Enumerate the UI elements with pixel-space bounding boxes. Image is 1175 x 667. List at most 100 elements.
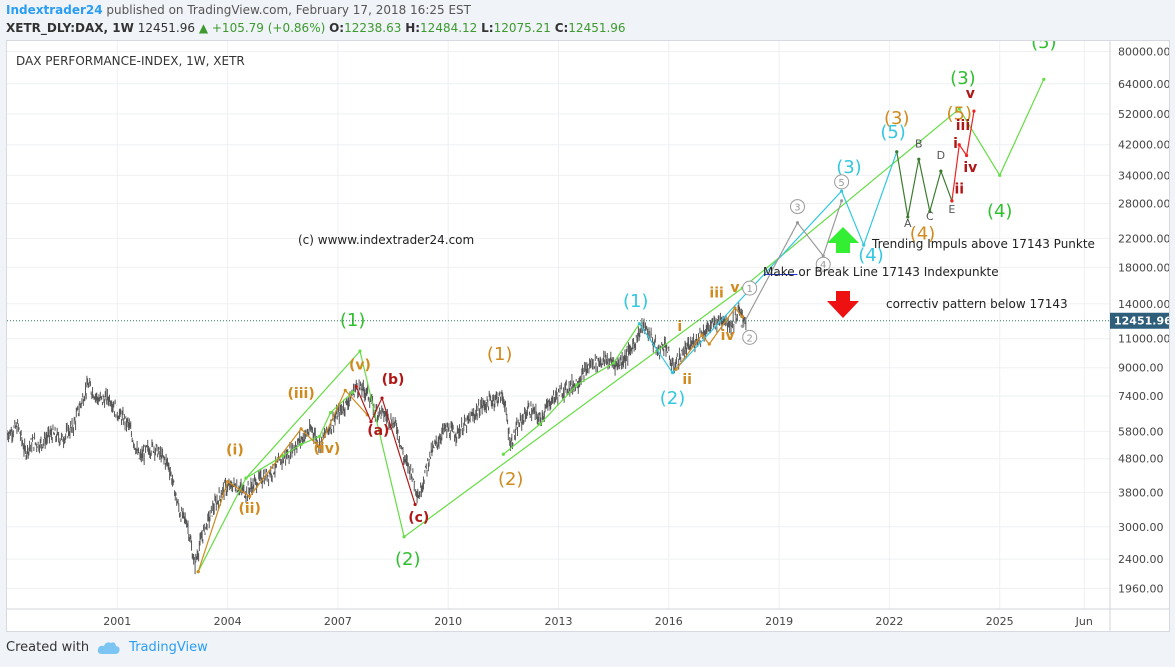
wave-label: v <box>730 280 739 296</box>
wave-point <box>928 209 932 214</box>
wave-label: iii <box>709 286 723 302</box>
wave-lines <box>196 77 1046 574</box>
wave-point <box>317 434 322 439</box>
wave-label: v <box>966 86 975 102</box>
wave-point <box>950 199 954 203</box>
wave-label: E <box>948 203 955 216</box>
x-tick-label: 2019 <box>765 615 793 628</box>
created-with-text: Created with <box>6 640 90 655</box>
wave-point <box>670 371 675 375</box>
wave-label: ii <box>954 181 964 197</box>
wave-point <box>906 215 910 219</box>
high-value: 12484.12 <box>420 21 478 35</box>
wave-point <box>733 306 737 310</box>
down-arrow-icon <box>827 291 859 318</box>
wave-labels: (1)(2)(3)(4)(5)(1)(2)(3)(4)(5)(1)(2)(3)(… <box>226 32 1056 570</box>
copyright-text: (c) wwww.indextrader24.com <box>298 233 474 247</box>
wave-point <box>612 361 616 365</box>
wave-label: (i) <box>226 442 244 458</box>
x-axis[interactable]: 2001 2004 2007 2010 2013 2016 2019 2022 2025 Jun <box>103 615 1093 628</box>
circle-label-ring <box>789 199 805 215</box>
last-price-badge <box>1110 312 1169 329</box>
wave-label: (4) <box>987 201 1013 222</box>
wave-point <box>575 383 579 387</box>
wave-label: (ii) <box>238 501 260 517</box>
wave-point <box>895 150 899 154</box>
wave-point <box>299 427 303 431</box>
circle-label: 4 <box>820 260 826 271</box>
change-value: +105.79 (+0.86%) <box>211 21 326 35</box>
up-arrow-icon <box>827 227 859 253</box>
wave-label: (3) <box>836 157 862 178</box>
open-value: 12238.63 <box>344 21 402 35</box>
x-tick-label: 2004 <box>214 615 242 628</box>
wave-label: C <box>926 210 934 223</box>
ohlc-bar: XETR_DLY:DAX, 1W 12451.96 ▲ +105.79 (+0.… <box>6 21 626 35</box>
x-tick-label: 2010 <box>434 615 462 628</box>
wave-line-1 <box>245 391 354 479</box>
wave-label: iv <box>721 328 735 344</box>
trend-down-text: correctiv pattern below 17143 <box>886 297 1068 311</box>
wave-point <box>965 153 969 158</box>
y-tick-label: 14000.00 <box>1118 298 1169 311</box>
wave-point <box>840 199 844 203</box>
wave-line-8 <box>896 151 953 218</box>
wave-point <box>380 396 384 400</box>
wave-label: (1) <box>623 291 649 312</box>
circle-label: 5 <box>838 178 844 189</box>
circle-label-ring <box>815 256 831 272</box>
wave-label: A <box>904 217 912 230</box>
x-tick-label: 2022 <box>875 615 903 628</box>
wave-point <box>795 221 800 225</box>
y-tick-label: 5800.00 <box>1118 425 1164 438</box>
circle-label: 3 <box>794 203 800 214</box>
wave-point <box>740 324 744 328</box>
y-tick-label: 2400.00 <box>1118 553 1164 566</box>
wave-point <box>501 452 505 456</box>
wave-point <box>402 535 406 539</box>
wave-label: (5) <box>947 104 973 125</box>
wave-label: (v) <box>349 357 371 373</box>
wave-line-3 <box>197 389 368 572</box>
y-tick-label: 34000.00 <box>1118 169 1169 182</box>
chart-svg[interactable]: (1)(2)(3)(4)(5)(1)(2)(3)(4)(5)(1)(2)(3)(… <box>6 32 1172 631</box>
wave-point <box>821 254 825 258</box>
wave-point <box>538 422 542 426</box>
wave-label: (2) <box>395 549 421 570</box>
wave-line-0 <box>197 79 1045 572</box>
wave-point <box>957 143 961 147</box>
wave-label: iii <box>956 118 970 134</box>
high-label: H: <box>405 21 421 35</box>
wave-line-9 <box>951 111 975 201</box>
wave-point <box>972 109 976 113</box>
author-link[interactable]: Indextrader24 <box>6 3 103 17</box>
circle-label-ring <box>834 174 850 190</box>
wave-point <box>939 169 943 173</box>
wave-label: (2) <box>660 388 686 409</box>
tradingview-brand[interactable]: TradingView <box>129 640 208 655</box>
wave-point <box>358 349 362 353</box>
close-value: 12451.96 <box>568 21 626 35</box>
y-tick-label: 42000.00 <box>1118 139 1169 152</box>
wave-label: i <box>677 319 682 335</box>
chart-panel[interactable]: (1) (2) (3) (4) (5) (1) (2) (3) (4) (5) (1) (2) (3)(… <box>6 32 1172 632</box>
y-tick-label: 80000.00 <box>1118 45 1169 58</box>
y-tick-label: 3800.00 <box>1118 487 1164 500</box>
publish-header: Indextrader24 published on TradingView.c… <box>6 3 471 17</box>
wave-point <box>351 390 355 394</box>
up-triangle-icon: ▲ <box>198 21 209 35</box>
y-axis[interactable]: 80000.00 64000.00 52000.00 42000.00 34000.00… <box>1118 45 1171 595</box>
wave-label: (3) <box>950 68 976 89</box>
last-price-label: 12451.96 <box>1114 315 1169 328</box>
footer: Created with TradingView <box>6 640 208 655</box>
y-tick-label: 3000.00 <box>1118 521 1164 534</box>
wave-label: (5) <box>880 122 906 143</box>
y-tick-label: 18000.00 <box>1118 261 1169 274</box>
wave-point <box>957 107 961 111</box>
last-price: 12451.96 <box>137 21 195 35</box>
wave-label: (4) <box>910 224 936 245</box>
wave-point <box>840 189 844 193</box>
tradingview-cloud-icon <box>98 641 120 654</box>
wave-point <box>248 494 252 499</box>
wave-point <box>862 243 866 247</box>
